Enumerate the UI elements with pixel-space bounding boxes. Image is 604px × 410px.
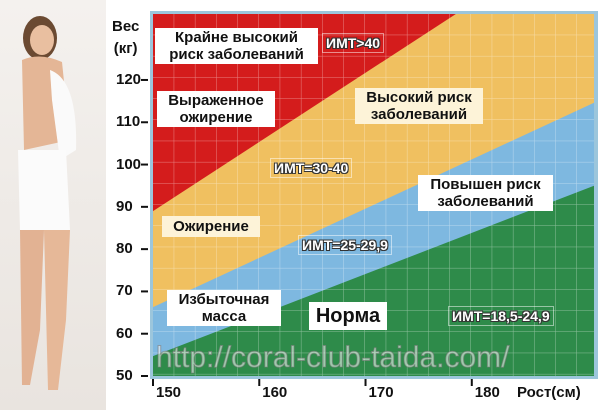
label-bmi-18: ИМТ=18,5-24,9	[448, 306, 554, 326]
y-tick-label: 70	[116, 282, 133, 300]
label-high-risk: Высокий риск заболеваний	[355, 88, 483, 124]
y-axis-label-line: (кг)	[113, 40, 138, 57]
label-bmi-25: ИМТ=25-29,9	[298, 235, 392, 255]
y-tick-label: 90	[116, 197, 133, 215]
label-norm: Норма	[309, 302, 387, 330]
x-tick-label: 180	[474, 384, 500, 401]
y-tick-label: 50	[116, 367, 133, 384]
x-tick-label: 170	[368, 384, 394, 401]
watermark: http://coral-club-taida.com/	[155, 341, 510, 374]
label-obesity: Ожирение	[162, 216, 260, 237]
y-tick-label: 60	[116, 324, 133, 342]
label-bmi-30-40: ИМТ=30-40	[270, 158, 353, 178]
label-bmi-40: ИМТ>40	[322, 33, 385, 53]
y-tick-label: 80	[116, 240, 133, 258]
y-tick-label: 110	[116, 113, 141, 131]
y-tick-label: 100	[116, 155, 142, 173]
label-severe-obesity: Выраженное ожирение	[157, 91, 275, 127]
y-tick-label: 120	[116, 70, 142, 88]
label-raised-risk: Повышен риск заболеваний	[418, 175, 553, 211]
label-extreme-risk: Крайне высокий риск заболеваний	[155, 28, 318, 64]
x-tick-label: 150	[156, 384, 182, 401]
x-tick-label: 160	[262, 384, 288, 401]
label-overweight: Избыточная масса	[167, 290, 281, 326]
woman-photo	[18, 16, 77, 390]
y-axis-label: Вес (кг)	[112, 16, 139, 60]
x-axis-label: Рост(см)	[517, 384, 581, 401]
y-axis-label-line: Вес	[112, 18, 140, 35]
